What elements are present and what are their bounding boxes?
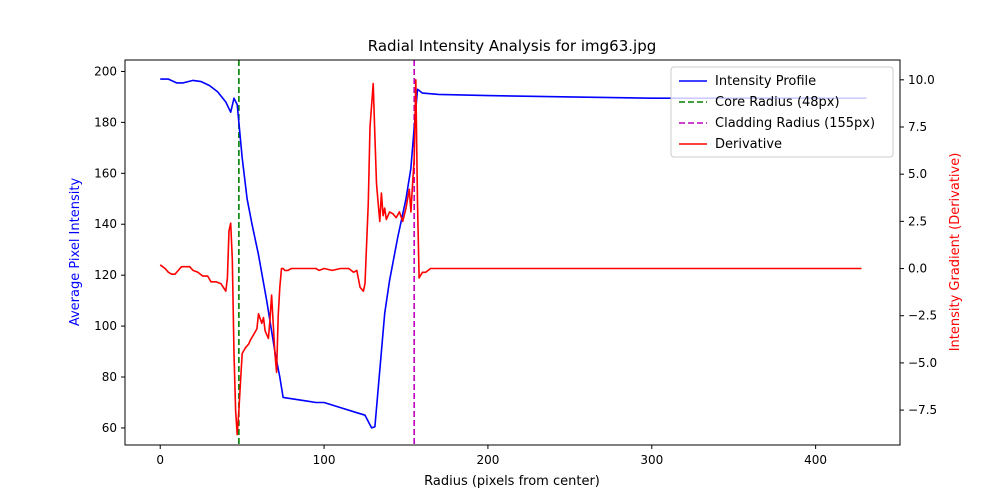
left-y-tick-label: 160 — [94, 166, 117, 180]
left-y-tick-label: 140 — [94, 217, 117, 231]
right-y-tick-label: 5.0 — [908, 167, 927, 181]
left-y-tick-label: 200 — [94, 64, 117, 78]
legend-label: Core Radius (48px) — [715, 95, 840, 110]
x-axis-ticks: 0 100 200 300 400 — [156, 445, 827, 467]
right-y-axis-ticks: −7.5 −5.0 −2.5 0.0 2.5 5.0 7.5 10.0 — [900, 73, 937, 417]
plot-frame — [124, 59, 901, 446]
right-y-tick-label: 7.5 — [908, 120, 927, 134]
axes-frame — [124, 59, 901, 446]
legend-box — [670, 66, 894, 158]
legend-label: Intensity Profile — [715, 74, 816, 89]
right-y-tick-label: −5.0 — [908, 356, 937, 370]
legend-label: Cladding Radius (155px) — [715, 116, 875, 131]
x-tick-label: 100 — [313, 453, 336, 467]
series-line-derivative — [159, 79, 862, 436]
legend-label: Derivative — [715, 137, 782, 152]
x-tick-label: 300 — [640, 453, 663, 467]
right-y-tick-label: −7.5 — [908, 403, 937, 417]
x-tick-label: 200 — [476, 453, 499, 467]
right-y-tick-label: 10.0 — [908, 73, 935, 87]
right-y-axis-label: Intensity Gradient (Derivative) — [948, 153, 963, 352]
plot-area — [159, 60, 867, 445]
left-y-axis-label: Average Pixel Intensity — [68, 178, 83, 327]
series-layer — [159, 78, 867, 436]
right-y-tick-label: 0.0 — [908, 262, 927, 276]
series-line-intensity-profile — [160, 78, 867, 429]
left-y-axis-ticks: 60 80 100 120 140 160 180 200 — [94, 64, 125, 435]
left-y-tick-label: 80 — [102, 370, 117, 384]
left-y-tick-label: 120 — [94, 268, 117, 282]
right-y-tick-label: 2.5 — [908, 214, 927, 228]
x-tick-label: 400 — [804, 453, 827, 467]
left-y-tick-label: 60 — [102, 421, 117, 435]
x-axis-label: Radius (pixels from center) — [424, 474, 600, 489]
x-tick-label: 0 — [156, 453, 164, 467]
left-y-tick-label: 180 — [94, 115, 117, 129]
legend: Intensity Profile Core Radius (48px) Cladd… — [670, 66, 894, 158]
chart-title: Radial Intensity Analysis for img63.jpg — [368, 37, 657, 55]
right-y-tick-label: −2.5 — [908, 309, 937, 323]
left-y-tick-label: 100 — [94, 319, 117, 333]
